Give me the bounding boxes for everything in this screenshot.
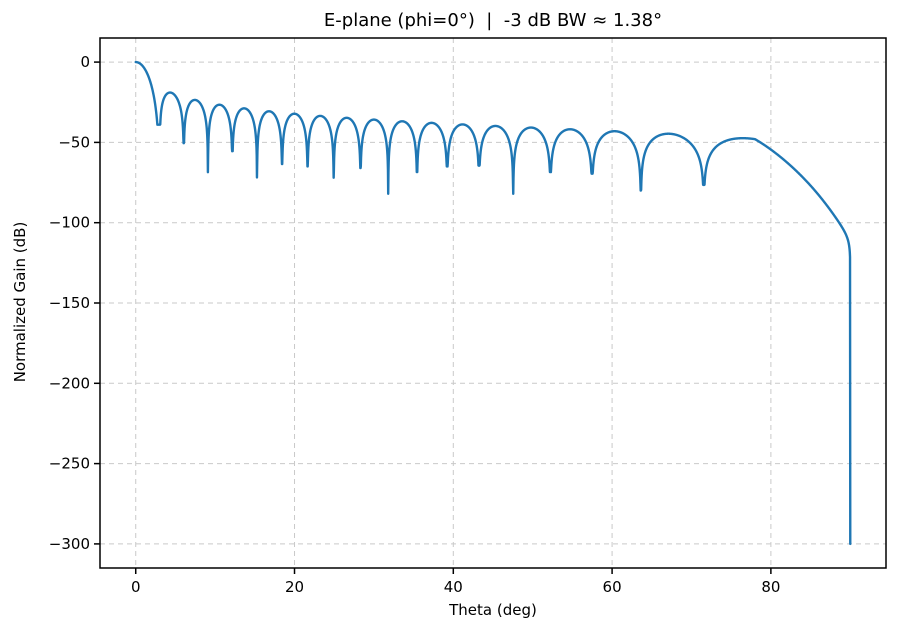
y-axis-label: Normalized Gain (dB)	[11, 221, 29, 383]
y-tick-label: −300	[49, 535, 90, 553]
y-tick-label: −100	[49, 214, 90, 232]
chart-title: E-plane (phi=0°) | -3 dB BW ≈ 1.38°	[323, 10, 663, 31]
x-tick-label: 40	[444, 578, 463, 596]
x-tick-label: 80	[761, 578, 780, 596]
x-tick-label: 60	[603, 578, 622, 596]
x-tick-label: 0	[131, 578, 141, 596]
y-tick-label: −50	[58, 133, 90, 151]
x-tick-label: 20	[285, 578, 304, 596]
x-axis-label: Theta (deg)	[449, 601, 537, 619]
y-tick-label: −150	[49, 294, 90, 312]
y-tick-label: −250	[49, 455, 90, 473]
y-tick-label: −200	[49, 374, 90, 392]
y-tick-label: 0	[80, 53, 90, 71]
gain-curve	[134, 60, 852, 546]
